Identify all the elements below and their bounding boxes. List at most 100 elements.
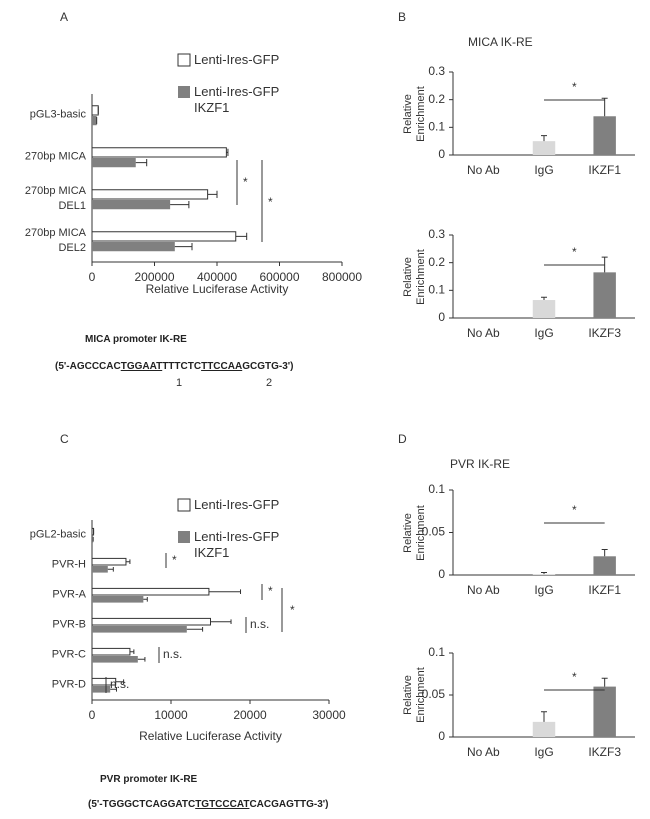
significance-label: n.s. xyxy=(110,677,129,691)
error-bar xyxy=(226,148,229,156)
x-tick-label: 20000 xyxy=(233,708,267,722)
legend-label: Lenti-Ires-GFP IKZF1 xyxy=(194,529,280,560)
x-tick-label: 200000 xyxy=(134,270,174,284)
bar xyxy=(91,189,209,200)
y-tick-label: 0.2 xyxy=(428,255,445,269)
promoter-sequence: (5'-AGCCCACTGGAATTTTCTCTTCCAAGCGTG-3') xyxy=(55,361,293,372)
legend-swatch xyxy=(178,86,190,98)
significance-label: * xyxy=(572,670,577,684)
bar xyxy=(593,556,616,575)
significance-label: * xyxy=(243,175,248,189)
panel-label: B xyxy=(398,10,406,24)
y-tick-label: PVR-H xyxy=(51,558,86,571)
y-tick-label: 0.05 xyxy=(422,525,446,539)
error-bar xyxy=(601,549,608,557)
y-tick-label: 0.1 xyxy=(428,283,445,297)
panel-label: C xyxy=(60,432,69,446)
error-bar xyxy=(541,296,547,301)
y-tick-label: 0.3 xyxy=(428,64,445,78)
y-tick-label: PVR-C xyxy=(51,648,86,661)
error-bar xyxy=(208,589,242,594)
error-bar xyxy=(143,597,148,602)
y-tick-label: 270bp MICA DEL2 xyxy=(24,227,86,254)
bar xyxy=(92,242,175,252)
x-tick-label: IKZF1 xyxy=(588,163,621,177)
significance-label: * xyxy=(572,80,577,94)
y-tick-label: 0.1 xyxy=(428,120,445,134)
significance-label: * xyxy=(290,603,295,617)
promoter-title: MICA promoter IK-RE xyxy=(85,334,187,345)
bar xyxy=(92,116,97,126)
error-bar xyxy=(115,679,125,684)
legend-label: Lenti-Ires-GFP IKZF1 xyxy=(194,84,280,115)
y-tick-label: pGL3-basic xyxy=(29,108,86,121)
significance-label: n.s. xyxy=(250,617,269,631)
x-tick-label: 400000 xyxy=(197,270,237,284)
x-tick-label: 600000 xyxy=(259,270,299,284)
error-bar xyxy=(601,256,608,273)
sequence-site: TGTCCCAT xyxy=(195,799,250,810)
bar xyxy=(91,105,99,116)
error-bar xyxy=(125,559,131,564)
error-bar xyxy=(207,190,218,198)
sequence-part: CACGAGTTG-3') xyxy=(249,799,329,810)
significance-label: * xyxy=(572,245,577,259)
x-axis-label: Relative Luciferase Activity xyxy=(146,282,289,296)
bar xyxy=(532,141,556,155)
x-tick-label: IKZF3 xyxy=(588,745,621,759)
bar xyxy=(593,272,616,318)
y-tick-label: PVR-B xyxy=(52,618,86,631)
bar xyxy=(91,231,237,242)
site-label: 1 xyxy=(176,377,183,389)
y-tick-label: 0.2 xyxy=(428,92,445,106)
x-tick-label: No Ab xyxy=(467,326,500,340)
legend-label: Lenti-Ires-GFP xyxy=(194,52,280,67)
y-tick-label: PVR-D xyxy=(51,678,86,691)
error-bar xyxy=(186,627,204,632)
significance-label: * xyxy=(268,584,273,598)
bar xyxy=(92,656,138,663)
bar xyxy=(92,596,144,603)
y-tick-label: 270bp MICA DEL1 xyxy=(24,185,86,212)
chart-title: MICA IK-RE xyxy=(468,35,533,49)
error-bar xyxy=(235,232,248,240)
x-tick-label: 10000 xyxy=(154,708,188,722)
x-tick-label: IgG xyxy=(534,583,553,597)
x-tick-label: 30000 xyxy=(312,708,346,722)
error-bar xyxy=(174,243,193,251)
panel-label: A xyxy=(60,10,68,24)
bar xyxy=(593,686,616,737)
error-bar xyxy=(170,201,190,209)
bar xyxy=(92,566,108,573)
legend-label: Lenti-Ires-GFP xyxy=(194,497,280,512)
sequence-site: TGGAAT xyxy=(120,361,163,372)
panel-label: D xyxy=(398,432,407,446)
error-bar xyxy=(541,711,547,722)
x-tick-label: No Ab xyxy=(467,745,500,759)
bar xyxy=(92,626,187,633)
sequence-part: (5'-AGCCCAC xyxy=(55,361,121,372)
bar xyxy=(91,557,127,566)
promoter-title: PVR promoter IK-RE xyxy=(100,774,198,785)
error-bar xyxy=(541,571,547,575)
error-bar xyxy=(110,687,117,692)
y-tick-label: 0 xyxy=(438,729,445,743)
legend-swatch xyxy=(177,53,191,67)
bar xyxy=(92,200,171,210)
x-tick-label: 0 xyxy=(89,270,96,284)
legend-swatch xyxy=(177,498,191,512)
x-tick-label: IgG xyxy=(534,326,553,340)
error-bar xyxy=(107,567,114,572)
y-tick-label: 0.3 xyxy=(428,227,445,241)
x-tick-label: IKZF3 xyxy=(588,326,621,340)
sequence-site: TTCCAA xyxy=(201,361,243,372)
error-bar xyxy=(601,677,608,687)
error-bar xyxy=(135,159,148,167)
y-tick-label: 0 xyxy=(438,567,445,581)
significance-label: * xyxy=(172,553,177,567)
bar xyxy=(91,647,131,656)
significance-label: * xyxy=(572,503,577,517)
bar xyxy=(92,536,94,543)
sequence-part: TTTCTC xyxy=(162,361,202,372)
